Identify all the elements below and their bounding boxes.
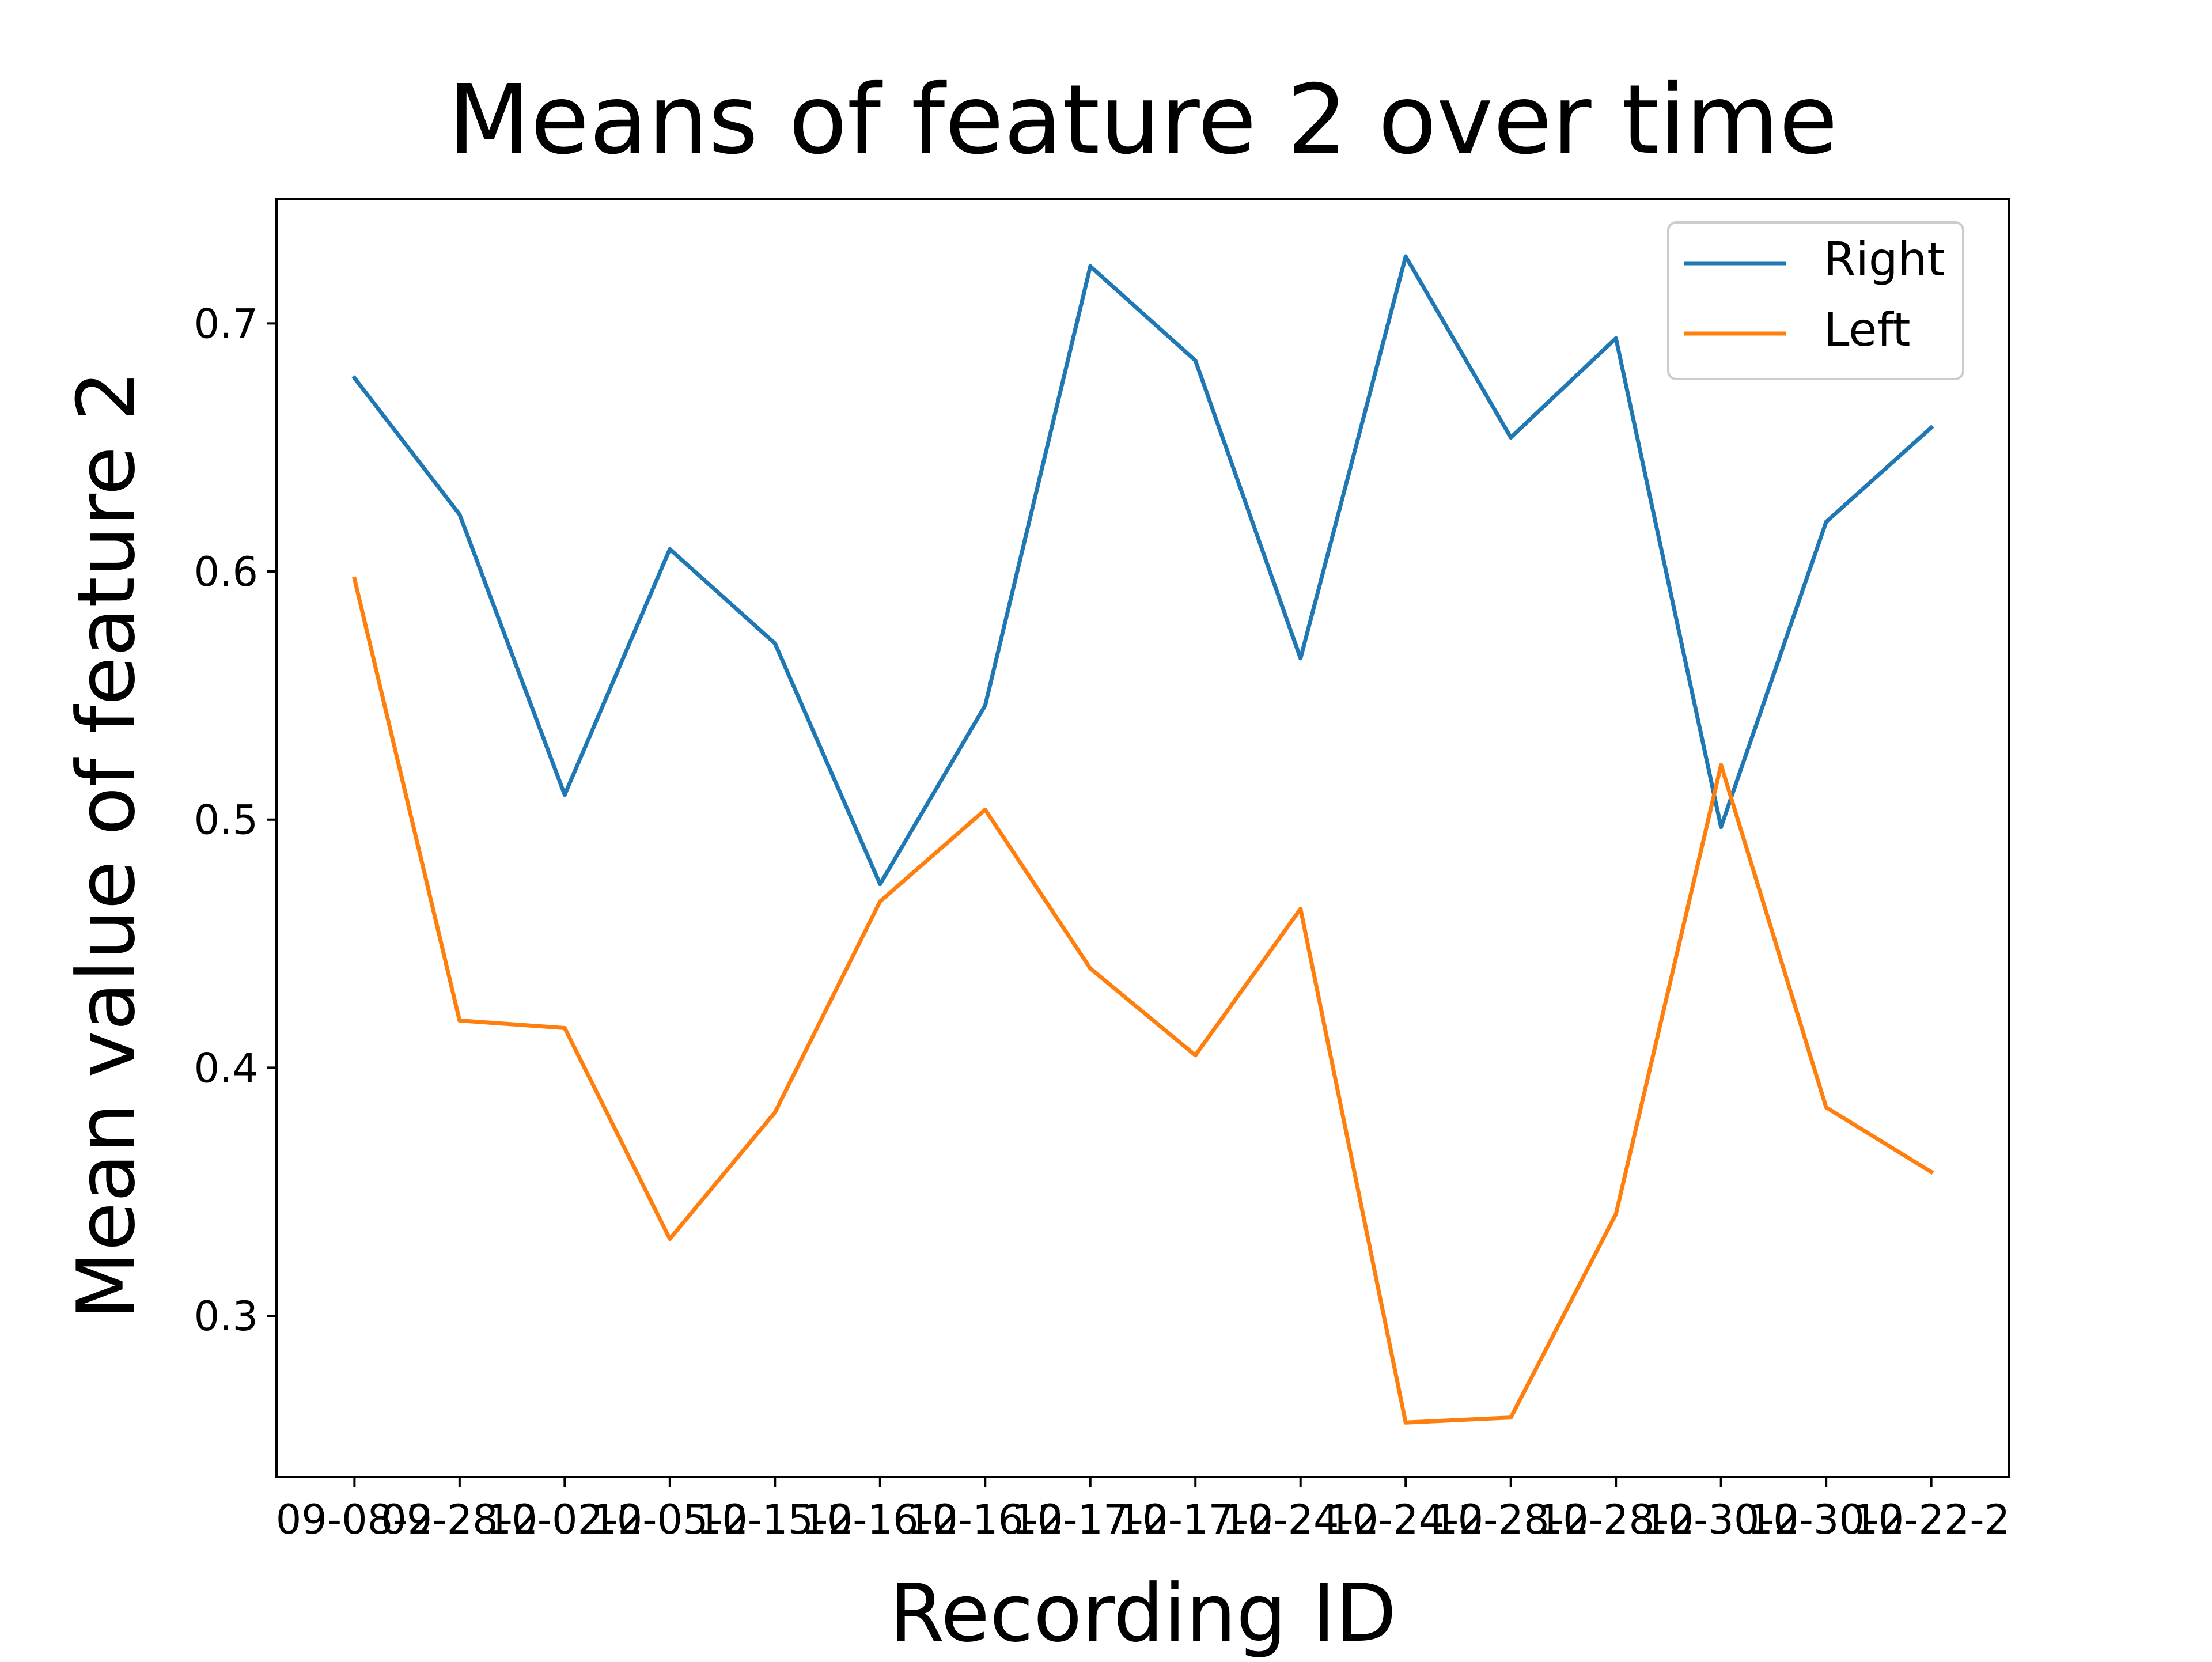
data-point-right <box>457 512 462 517</box>
y-tick-label: 0.3 <box>194 1293 258 1340</box>
legend: Right Left <box>1667 221 1964 380</box>
x-tick-label: 10-02-2 <box>486 1496 643 1543</box>
x-tick-label: 10-28-2 <box>1432 1496 1589 1543</box>
series-layer <box>351 254 1934 1425</box>
data-point-left <box>1509 1415 1513 1420</box>
data-point-right <box>1298 656 1303 661</box>
data-point-right <box>562 793 567 797</box>
data-point-left <box>772 1110 777 1115</box>
x-tick-label: 10-15-2 <box>696 1496 854 1543</box>
y-axis-label: Mean value of feature 2 <box>60 370 153 1319</box>
x-tick-label: 09-28-2 <box>381 1496 538 1543</box>
data-point-left <box>1929 1169 1934 1174</box>
x-tick-label: 10-17-2 <box>1012 1496 1169 1543</box>
y-axis-ticks: 0.3 0.4 0.5 0.6 0.7 <box>194 300 276 1340</box>
data-point-left <box>562 1025 567 1030</box>
data-point-right <box>1719 825 1724 830</box>
data-point-right <box>352 376 357 380</box>
data-point-right <box>1509 435 1513 440</box>
data-point-right <box>1824 520 1828 524</box>
data-point-right <box>983 703 987 708</box>
data-point-left <box>352 577 357 581</box>
data-point-right <box>1403 254 1408 259</box>
y-tick-label: 0.4 <box>194 1044 258 1092</box>
x-tick-label: 10-24-2 <box>1327 1496 1484 1543</box>
chart-title: Means of feature 2 over time <box>448 65 1838 176</box>
data-point-right <box>772 641 777 646</box>
x-tick-label: 10-22-2 <box>1853 1496 2010 1543</box>
data-point-left <box>1403 1420 1408 1425</box>
legend-label-right: Right <box>1824 233 1945 286</box>
x-axis-label: Recording ID <box>889 1567 1396 1659</box>
data-point-left <box>983 807 987 812</box>
x-tick-label: 10-16-2 <box>801 1496 959 1543</box>
x-tick-label: 09-08-2 <box>276 1496 433 1543</box>
x-tick-label: 10-05-2 <box>591 1496 748 1543</box>
x-tick-label: 10-30-2 <box>1642 1496 1800 1543</box>
data-point-right <box>1193 358 1198 363</box>
x-tick-label: 10-16-2 <box>907 1496 1064 1543</box>
series-line-right <box>351 254 1934 887</box>
data-point-right <box>1088 264 1093 268</box>
data-point-right <box>668 547 672 551</box>
data-point-left <box>878 899 882 904</box>
x-tick-label: 10-30-2 <box>1748 1496 1905 1543</box>
data-point-left <box>1613 1212 1618 1216</box>
x-axis-ticks: 09-08-209-28-210-02-210-05-210-15-210-16… <box>276 1477 2010 1543</box>
y-tick-label: 0.5 <box>194 797 258 844</box>
y-tick-label: 0.7 <box>194 300 258 347</box>
data-point-left <box>457 1019 462 1023</box>
x-tick-label: 10-28-2 <box>1537 1496 1695 1543</box>
plot-area-frame <box>275 198 2010 1478</box>
data-point-left <box>1088 966 1093 971</box>
data-point-left <box>1719 763 1724 767</box>
data-point-right <box>1613 336 1618 340</box>
data-point-right <box>1929 425 1934 430</box>
data-point-left <box>668 1237 672 1241</box>
x-tick-label: 10-17-2 <box>1117 1496 1274 1543</box>
data-point-left <box>1193 1053 1198 1058</box>
legend-label-left: Left <box>1824 303 1911 357</box>
data-point-left <box>1298 907 1303 911</box>
series-line-left <box>352 576 1934 1425</box>
data-point-right <box>878 882 882 887</box>
data-point-left <box>1824 1105 1828 1110</box>
x-tick-label: 10-24-2 <box>1222 1496 1379 1543</box>
y-tick-label: 0.6 <box>194 548 258 596</box>
